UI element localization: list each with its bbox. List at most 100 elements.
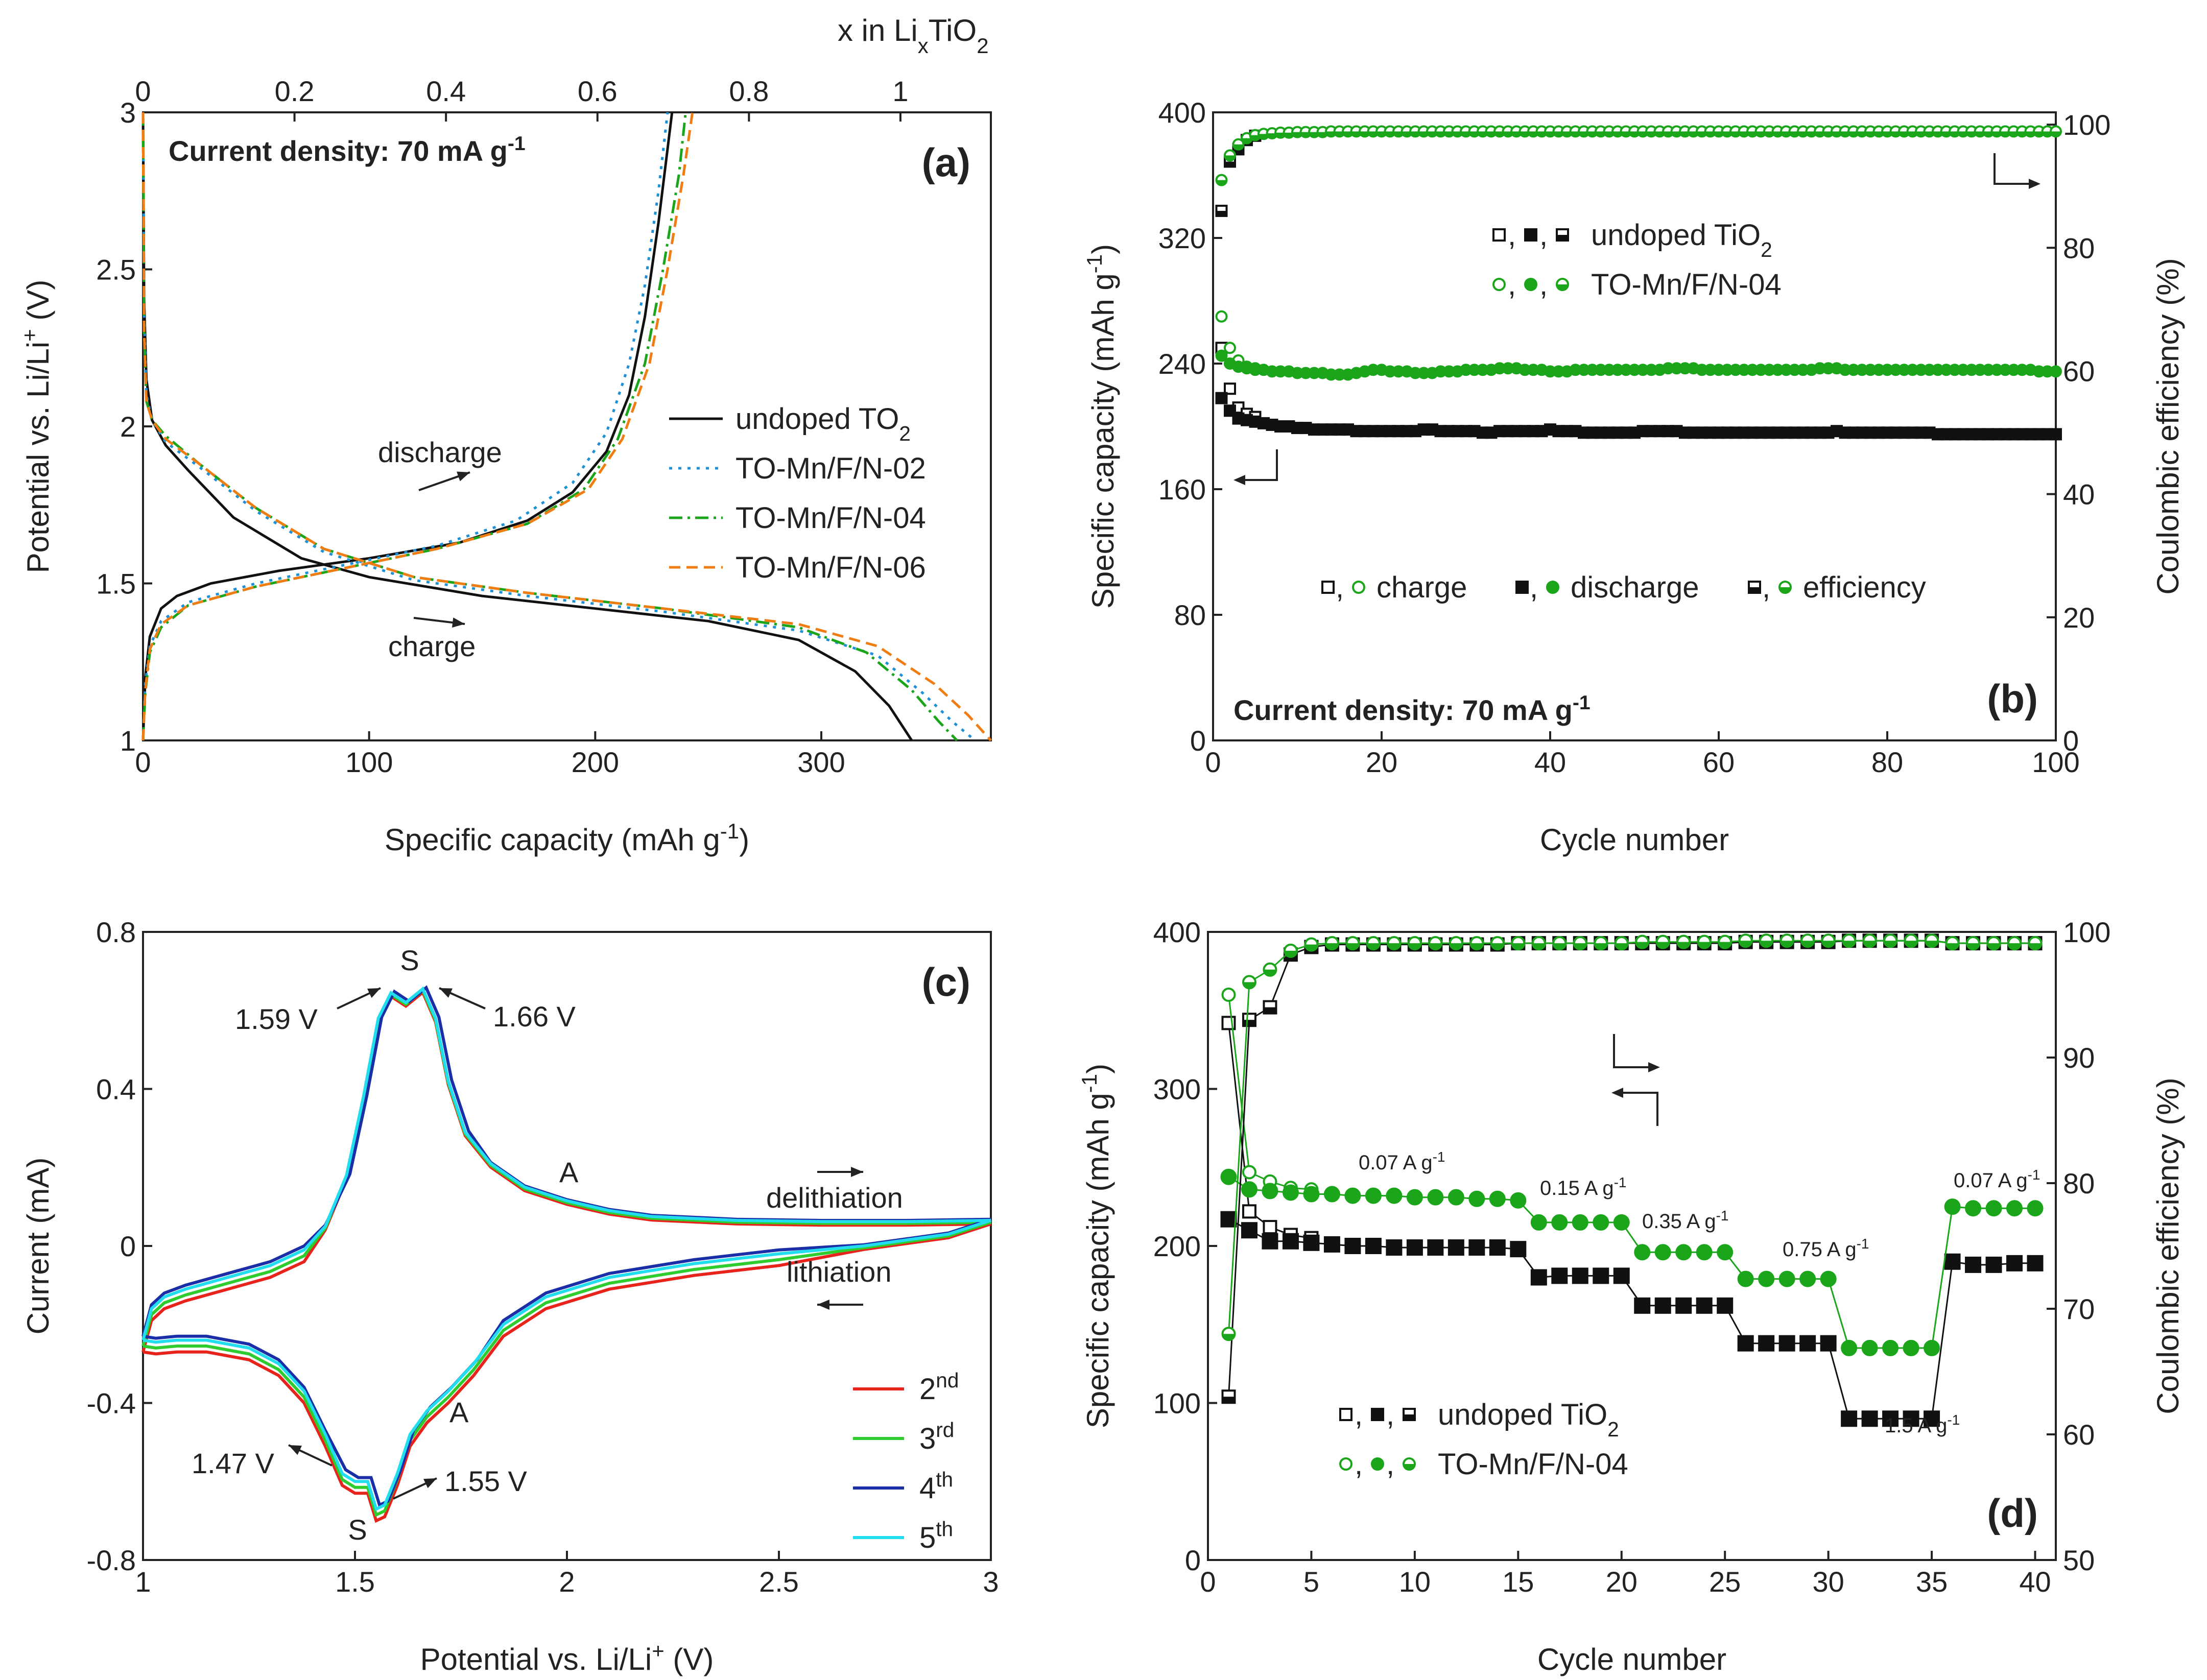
panel-d-marker-5-27-half	[1781, 941, 1793, 947]
panel-d-marker-3-27	[1778, 1270, 1795, 1287]
panel-b-marker-5-6-half	[1267, 133, 1277, 138]
panel-d-y2-label: Coulombic efficiency (%)	[2151, 1077, 2185, 1414]
panel-c-label: (c)	[922, 959, 970, 1004]
panel-b-right-arrow-head	[2029, 179, 2040, 189]
panel-a-x-tick-label: 0	[135, 746, 151, 778]
panel-b-type-label-0: charge	[1377, 571, 1467, 604]
panel-a-legend-label-2-part: TO-Mn/F/N-04	[735, 501, 926, 535]
panel-b-left-arrow	[1236, 449, 1278, 481]
panel-d-legend-label-1-part: TO-Mn/F/N-04	[1438, 1448, 1628, 1481]
panel-b-x-tick-label: 60	[1703, 746, 1735, 778]
panel-b-y-label-part: )	[1086, 244, 1120, 254]
panel-a-curve-2-discharge	[141, 112, 687, 741]
panel-c-curve-3	[141, 986, 991, 1511]
panel-b-marker-4-1-half	[1225, 161, 1235, 167]
panel-c-y-tick-label: -0.4	[87, 1387, 136, 1420]
panel-c-arrow-159-head	[367, 988, 381, 998]
panel-a-top-tick-label: 0.6	[578, 75, 618, 107]
panel-a-y-label: Potential vs. Li/Li+ (V)	[17, 280, 56, 573]
panel-d-rate-label-4-part: 1.5 A g	[1885, 1414, 1947, 1437]
panel-d-x-label: Cycle number	[1537, 1642, 1726, 1676]
panel-d-marker-1-25	[1737, 1335, 1754, 1352]
panel-d-marker-3-33	[1903, 1339, 1919, 1356]
panel-d-marker-3-13	[1489, 1190, 1506, 1207]
panel-c-x-tick-label: 3	[983, 1566, 999, 1598]
panel-b-marker-5-12-half	[1317, 132, 1328, 137]
panel-d-marker-3-14	[1510, 1192, 1527, 1209]
panel-d-marker-1-5	[1323, 1236, 1340, 1253]
panel-a-y-tick-label: 2.5	[96, 254, 136, 286]
panel-a-x-tick-label: 100	[345, 746, 393, 778]
panel-d-legend-comma-1: ,	[1355, 1448, 1363, 1481]
panel-d-legend-marker-0-0	[1339, 1408, 1352, 1421]
panel-b-legend-comma-0: ,	[1508, 219, 1516, 252]
panel-d-legend-label-1: TO-Mn/F/N-04	[1438, 1448, 1628, 1481]
panel-b-legend-comma2-1: ,	[1539, 268, 1548, 301]
panel-d-label: (d)	[1987, 1491, 2038, 1535]
panel-b-legend-comma-1: ,	[1508, 268, 1516, 301]
panel-d-marker-5-21-half	[1656, 942, 1669, 948]
panel-d-marker-3-31	[1861, 1339, 1878, 1356]
panel-d-marker-1-31	[1861, 1410, 1878, 1427]
panel-d-marker-5-22-half	[1677, 942, 1690, 948]
panel-b-title-part: -1	[1573, 692, 1591, 714]
panel-a-annotation-discharge: discharge	[378, 436, 502, 468]
panel-d-marker-1-18	[1593, 1267, 1609, 1284]
panel-b-marker-5-3-half	[1242, 138, 1252, 143]
panel-d-marker-1-8	[1386, 1239, 1403, 1256]
panel-d-marker-3-15	[1530, 1214, 1547, 1231]
panel-c-annotation-7: 1.55 V	[444, 1465, 528, 1497]
panel-d-y2-label-part: Coulombic efficiency (%)	[2151, 1077, 2185, 1414]
panel-d-marker-3-6	[1344, 1187, 1361, 1204]
panel-c-x-tick-label: 2.5	[759, 1566, 799, 1598]
panel-d-y-tick-label: 200	[1153, 1230, 1201, 1262]
panel-c-y-label-part: Current (mA)	[21, 1158, 55, 1335]
panel-b-legend-marker-0-1	[1524, 228, 1537, 242]
panel-a-x-label-part: Specific capacity (mAh g	[385, 823, 720, 857]
panel-a-x-label-part: )	[739, 823, 749, 857]
panel-d-legend-label-0-part: undoped TiO	[1438, 1398, 1607, 1431]
panel-a-legend-label-0-part: undoped TO	[735, 402, 899, 436]
panel-c-y-tick-label: -0.8	[87, 1544, 136, 1576]
panel-d-y-label-part: Specific capacity (mAh g	[1081, 1093, 1115, 1428]
panel-d-marker-1-19	[1613, 1267, 1630, 1284]
panel-d-marker-1-17	[1572, 1267, 1588, 1284]
panel-d-marker-1-27	[1778, 1335, 1795, 1352]
panel-d-marker-3-23	[1696, 1244, 1713, 1261]
panel-b-type-marker-ci-1	[1546, 581, 1559, 594]
panel-d-marker-1-37	[1985, 1256, 2002, 1273]
panel-d-rate-label-1-part: 0.15 A g	[1540, 1177, 1614, 1199]
panel-d-marker-1-32	[1882, 1410, 1899, 1427]
panel-c-annotation-2: 1.66 V	[493, 1000, 576, 1033]
panel-d-marker-5-38-half	[2008, 943, 2021, 950]
panel-d-rate-label-0-part: 0.07 A g	[1359, 1151, 1433, 1174]
panel-d-marker-5-9-half	[1408, 943, 1421, 950]
panel-d-marker-1-35	[1944, 1253, 1961, 1270]
panel-b-marker-5-5-half	[1259, 134, 1269, 139]
panel-d-marker-5-31-half	[1863, 941, 1876, 947]
panel-d-marker-3-29	[1820, 1270, 1837, 1287]
panel-d-marker-1-24	[1717, 1297, 1734, 1314]
panel-d-marker-3-7	[1365, 1187, 1382, 1204]
panel-d-marker-1-30	[1841, 1410, 1858, 1427]
panel-d-legend-comma2-0: ,	[1386, 1398, 1394, 1431]
panel-d-marker-3-2	[1262, 1183, 1278, 1199]
panel-b-marker-5-0-half	[1216, 180, 1227, 185]
panel-d-marker-5-36-half	[1967, 943, 1980, 950]
panel-c-annotation-8: A	[449, 1396, 469, 1428]
panel-d-x-tick-label: 10	[1399, 1566, 1431, 1598]
panel-d-marker-1-6	[1344, 1238, 1361, 1254]
panel-d-marker-1-3	[1282, 1233, 1299, 1250]
panel-b-y-tick-label: 320	[1158, 222, 1206, 254]
panel-a-y-label-part: +	[17, 329, 41, 342]
panel-d-marker-1-23	[1696, 1297, 1713, 1314]
panel-c-arrow-155-head	[423, 1478, 437, 1489]
panel-d-marker-5-12-half	[1470, 943, 1483, 950]
panel-d-marker-1-9	[1406, 1239, 1423, 1256]
panel-d-right-arrow	[1613, 1034, 1657, 1068]
panel-d-marker-3-1	[1241, 1181, 1257, 1198]
panel-b-legend-label-1-part: TO-Mn/F/N-04	[1591, 268, 1782, 301]
panel-d-legend-marker-0-2-half	[1404, 1414, 1415, 1420]
panel-d-marker-1-12	[1468, 1239, 1485, 1256]
